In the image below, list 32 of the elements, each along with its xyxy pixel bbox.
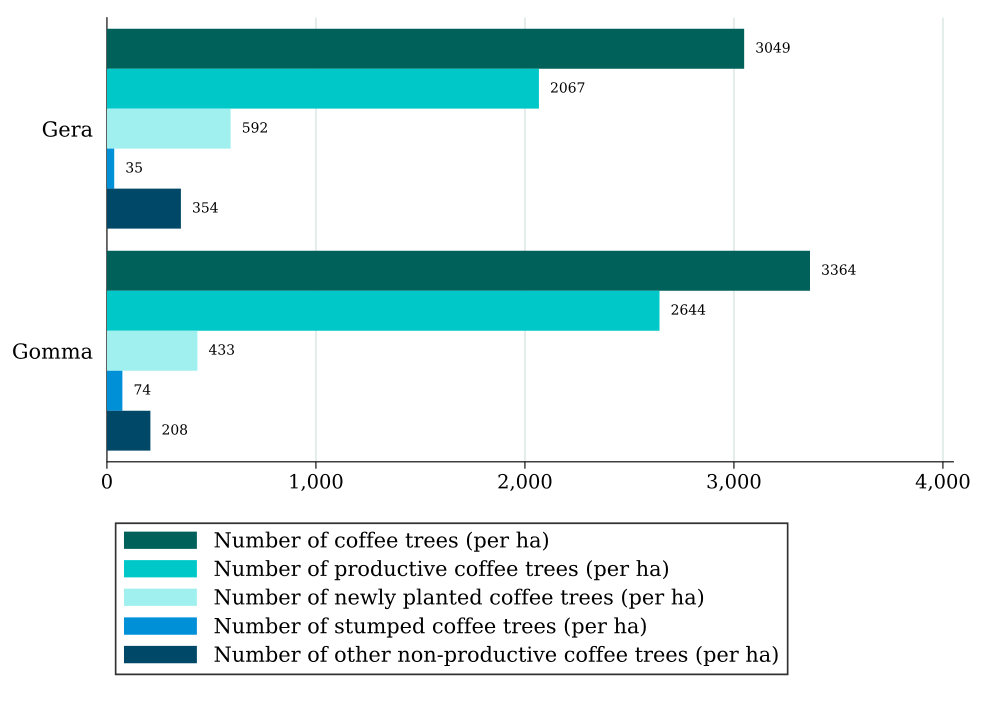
- bar: [106, 370, 122, 411]
- bar: [106, 28, 744, 69]
- bar: [106, 290, 660, 331]
- data-label: 208: [162, 424, 188, 435]
- x-tick-label: 2,000: [498, 474, 552, 492]
- bar: [106, 68, 539, 109]
- data-label: 74: [134, 384, 150, 395]
- y-tick-label: Gera: [42, 121, 92, 137]
- bar: [106, 410, 150, 451]
- legend-label: Number of other non-productive coffee trees (per ha): [214, 646, 778, 666]
- data-label: 433: [208, 344, 234, 355]
- data-label: 354: [193, 202, 218, 213]
- bar: [106, 188, 181, 229]
- x-tick-label: 1,000: [290, 474, 342, 492]
- data-label: 35: [126, 162, 142, 173]
- x-tick-label: 3,000: [708, 474, 760, 492]
- y-tick-label: Gomma: [13, 343, 92, 359]
- legend-label: Number of newly planted coffee trees (per ha): [214, 588, 704, 610]
- data-label: 2067: [550, 82, 584, 93]
- legend-label: Number of stumped coffee trees (per ha): [214, 617, 646, 638]
- x-tick-label: 0: [102, 474, 112, 489]
- x-tick-label: 4,000: [916, 474, 970, 492]
- data-label: 592: [242, 122, 267, 133]
- legend-label: Number of productive coffee trees (per ha): [214, 560, 668, 580]
- bar: [106, 148, 114, 189]
- legend-label: Number of coffee trees (per ha): [214, 532, 548, 552]
- bar: [106, 250, 810, 291]
- bar: [106, 108, 231, 149]
- bar: [106, 330, 198, 371]
- data-label: 3364: [822, 264, 856, 275]
- data-label: 2644: [672, 304, 706, 315]
- data-label: 3049: [756, 42, 790, 53]
